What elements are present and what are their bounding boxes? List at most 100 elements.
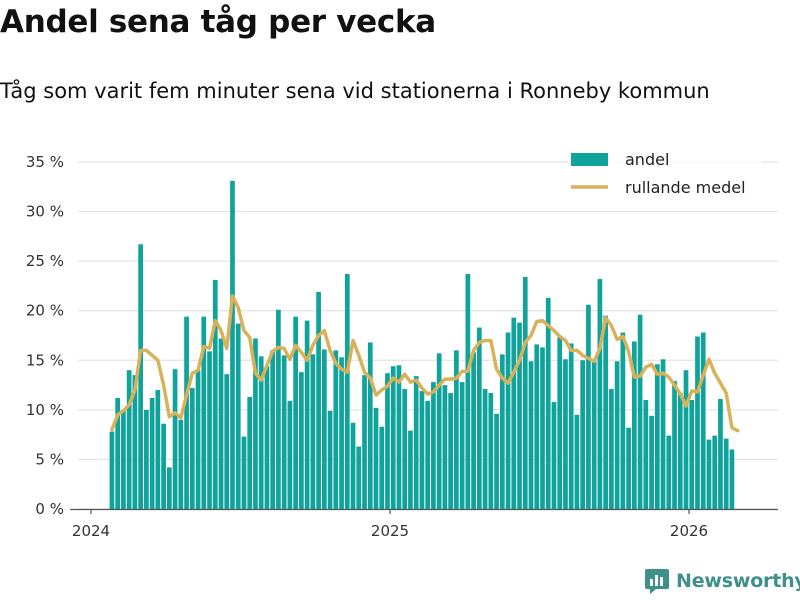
- bar: [494, 413, 499, 509]
- bar: [431, 382, 436, 509]
- bar: [333, 350, 339, 509]
- bar: [528, 361, 534, 509]
- bar: [276, 309, 281, 509]
- x-tick-label: 2025: [371, 522, 409, 540]
- bar: [287, 400, 293, 509]
- bar: [172, 369, 178, 509]
- bar: [551, 401, 557, 509]
- bar: [488, 393, 494, 509]
- bar: [304, 320, 310, 509]
- bar: [649, 415, 654, 509]
- bar: [166, 467, 172, 509]
- bar: [614, 361, 620, 509]
- bar: [385, 373, 390, 509]
- bar: [138, 244, 143, 509]
- y-tick-label: 0 %: [35, 500, 64, 518]
- legend-label-rullande-medel: rullande medel: [625, 178, 746, 197]
- bar: [339, 357, 344, 509]
- y-tick-label: 10 %: [26, 401, 64, 419]
- bar: [574, 414, 580, 509]
- bar: [402, 389, 408, 509]
- bar: [212, 279, 218, 509]
- y-tick-label: 35 %: [26, 153, 64, 171]
- bar: [149, 397, 155, 509]
- bar: [436, 353, 442, 509]
- bar: [235, 323, 241, 509]
- bar: [620, 332, 626, 509]
- bar: [413, 376, 419, 509]
- rolling-mean-line: [110, 294, 740, 433]
- bar: [218, 338, 224, 509]
- bar: [224, 374, 230, 509]
- bar: [534, 344, 540, 509]
- bar: [586, 304, 591, 509]
- bar: [419, 391, 425, 509]
- bar: [563, 359, 568, 509]
- bar: [379, 426, 385, 509]
- bar: [281, 355, 287, 509]
- bar: [109, 431, 115, 509]
- bar: [350, 422, 356, 509]
- legend-swatch-andel: [571, 153, 608, 166]
- bar: [184, 316, 189, 509]
- bar: [476, 327, 482, 509]
- brand-name: Newsworthy: [676, 570, 800, 592]
- bar: [706, 439, 712, 509]
- bar: [454, 350, 459, 509]
- bar: [637, 314, 643, 509]
- bar: [723, 438, 729, 509]
- bar: [247, 396, 253, 509]
- newsworthy-logo-icon: [645, 569, 669, 594]
- x-tick-label: 2024: [72, 522, 110, 540]
- bar: [626, 427, 631, 509]
- bar: [511, 317, 517, 509]
- bar: [712, 435, 718, 509]
- bar: [310, 354, 316, 509]
- bar: [390, 366, 396, 509]
- bar: [241, 436, 247, 509]
- bar: [591, 361, 597, 509]
- bar: [677, 393, 683, 509]
- bar: [126, 370, 132, 509]
- y-tick-label: 15 %: [26, 351, 64, 369]
- bar: [115, 397, 121, 509]
- bar: [557, 337, 563, 509]
- bar: [373, 407, 379, 509]
- y-tick-label: 25 %: [26, 252, 64, 270]
- bar: [631, 341, 637, 509]
- bar: [465, 274, 471, 509]
- bar: [321, 349, 327, 509]
- bar: [666, 435, 672, 509]
- bar: [603, 315, 608, 509]
- chart-subtitle: Tåg som varit fem minuter sena vid stati…: [0, 79, 710, 103]
- bar: [672, 381, 677, 509]
- bar: [718, 398, 723, 509]
- bar: [264, 366, 270, 509]
- bar: [344, 274, 350, 509]
- x-tick-label: 2026: [670, 522, 708, 540]
- bar: [442, 385, 448, 509]
- bar: [482, 389, 488, 509]
- bar: [499, 354, 505, 509]
- chart-title: Andel sena tåg per vecka: [0, 4, 436, 40]
- legend: andel rullande medel: [568, 150, 762, 209]
- bar: [683, 370, 689, 509]
- bar: [545, 297, 551, 509]
- bar: [327, 410, 333, 509]
- bar: [161, 423, 166, 509]
- bar: [195, 370, 201, 509]
- x-axis: 2024 2025 2026: [70, 508, 778, 540]
- bar: [505, 332, 511, 509]
- bar: [700, 332, 706, 509]
- bar: [356, 446, 362, 509]
- rolling-mean-line-group: [110, 294, 740, 433]
- bar: [689, 399, 695, 509]
- bar: [522, 277, 528, 509]
- bar: [144, 409, 149, 509]
- bar: [471, 352, 476, 509]
- legend-label-andel: andel: [625, 150, 669, 169]
- bar: [695, 336, 700, 509]
- brand-logo: Newsworthy: [644, 567, 800, 595]
- bar: [408, 430, 413, 509]
